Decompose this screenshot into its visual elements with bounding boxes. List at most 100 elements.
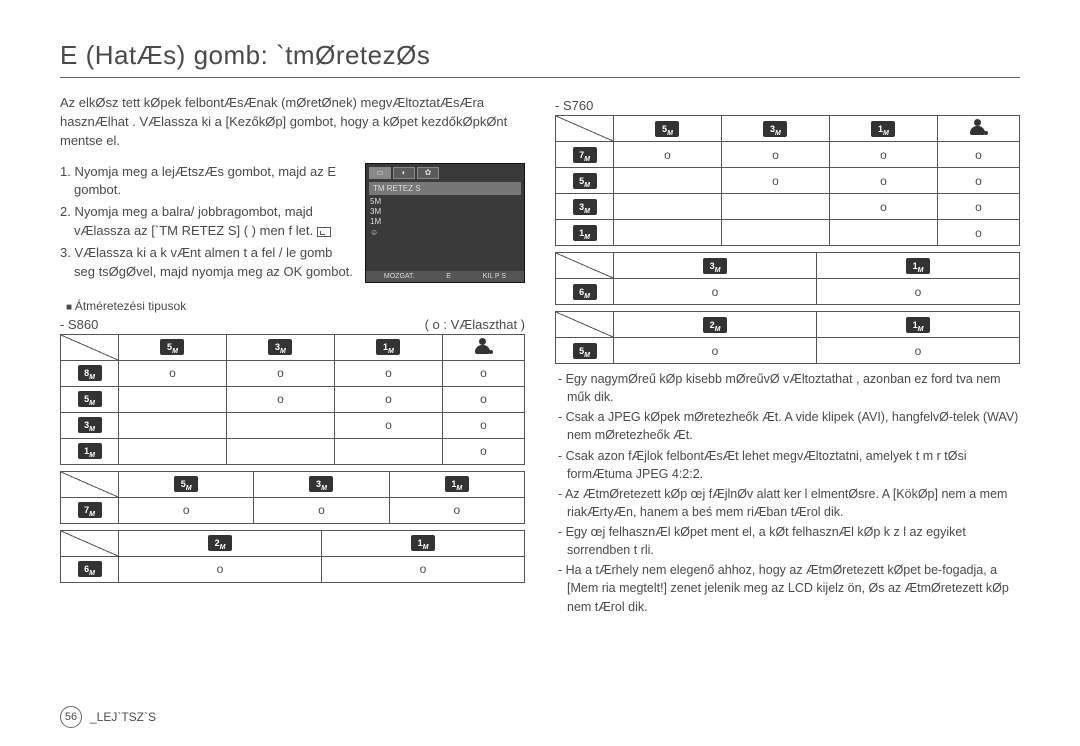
megapixel-badge: 3M — [78, 417, 102, 433]
model-s760-row: - S760 — [555, 98, 1020, 113]
table-cell: o — [614, 338, 817, 364]
megapixel-badge: 1M — [445, 476, 469, 492]
megapixel-badge: 3M — [763, 121, 787, 137]
lcd-footer-e: E — [446, 273, 451, 280]
table-cell: o — [442, 412, 524, 438]
table-cell: o — [817, 279, 1020, 305]
selectable-legend: ( o : VÆlaszthat ) — [425, 317, 525, 332]
table-cell — [721, 194, 829, 220]
table-cell: o — [254, 497, 389, 523]
table-cell — [226, 438, 334, 464]
step-1: 1. Nyomja meg a lejÆtszÆs gombot, majd a… — [60, 163, 355, 201]
lcd-menu-items: 5M 3M 1M ☺ — [366, 195, 524, 271]
note-item: - Csak a JPEG kØpek mØretezheők Æt. A vi… — [555, 408, 1020, 444]
megapixel-badge: 6M — [573, 284, 597, 300]
page-footer: 56 _LEJ`TSZ`S — [60, 706, 156, 728]
table-cell — [614, 194, 722, 220]
table-cell — [614, 168, 722, 194]
lcd-item: 1M — [370, 217, 520, 227]
footer-section: _LEJ`TSZ`S — [90, 710, 156, 724]
table-cell: o — [226, 360, 334, 386]
megapixel-badge: 7M — [573, 147, 597, 163]
table-cell: o — [334, 386, 442, 412]
megapixel-badge: 1M — [906, 317, 930, 333]
note-item: - Egy nagymØreű kØp kisebb mØreűvØ vÆlto… — [555, 370, 1020, 406]
lcd-menu-title: TM RETEZ S — [369, 182, 521, 195]
table-cell: o — [322, 556, 525, 582]
table-cell — [119, 438, 227, 464]
step-2-text: 2. Nyomja meg a balra/ jobbragombot, maj… — [60, 204, 313, 238]
lcd-footer: MOZGAT. E KIL P S — [366, 271, 524, 282]
note-item: - Az ÆtmØretezett kØp œj fÆjlnØv alatt k… — [555, 485, 1020, 521]
model-s760-label: - S760 — [555, 98, 593, 113]
table-cell: o — [119, 360, 227, 386]
resize-table: 5M3M1M7Mooo — [60, 471, 525, 524]
note-item: - Ha a tÆrhely nem elegenő ahhoz, hogy a… — [555, 561, 1020, 615]
table-cell: o — [614, 142, 722, 168]
table-cell — [721, 220, 829, 246]
table-cell: o — [389, 497, 524, 523]
step-2: 2. Nyomja meg a balra/ jobbragombot, maj… — [60, 203, 355, 241]
person-icon — [474, 338, 492, 354]
megapixel-badge: 1M — [376, 339, 400, 355]
table-cell: o — [937, 168, 1019, 194]
resize-table: 3M1M6Moo — [555, 252, 1020, 305]
table-cell — [119, 386, 227, 412]
s860-tables: 5M3M1M8Moooo5Mooo3Moo1Mo5M3M1M7Mooo2M1M6… — [60, 334, 525, 583]
megapixel-badge: 3M — [268, 339, 292, 355]
table-cell: o — [721, 168, 829, 194]
megapixel-badge: 5M — [174, 476, 198, 492]
notes-list: - Egy nagymØreű kØp kisebb mØreűvØ vÆlto… — [555, 370, 1020, 616]
megapixel-badge: 3M — [573, 199, 597, 215]
resize-types-label: Átméretezési tipusok — [66, 299, 525, 313]
table-cell: o — [829, 142, 937, 168]
resize-menu-icon — [317, 227, 331, 237]
content-columns: Az elkØsz tett kØpek felbontÆsÆnak (mØre… — [60, 94, 1020, 618]
megapixel-badge: 5M — [573, 173, 597, 189]
table-cell: o — [614, 279, 817, 305]
lcd-tabs: ▭ ◐ ✿ — [366, 164, 524, 182]
table-cell: o — [829, 168, 937, 194]
megapixel-badge: 2M — [208, 535, 232, 551]
lcd-item: 5M — [370, 197, 520, 207]
table-cell: o — [226, 386, 334, 412]
note-item: - Csak azon fÆjlok felbontÆsÆt lehet meg… — [555, 447, 1020, 483]
table-cell: o — [119, 556, 322, 582]
model-s860-label: - S860 — [60, 317, 98, 332]
right-column: - S760 5M3M1M7Moooo5Mooo3Moo1Mo3M1M6Moo2… — [555, 94, 1020, 618]
lcd-tab-icon: ▭ — [369, 167, 391, 179]
table-cell: o — [937, 194, 1019, 220]
megapixel-badge: 2M — [703, 317, 727, 333]
table-cell — [226, 412, 334, 438]
table-cell: o — [937, 142, 1019, 168]
megapixel-badge: 6M — [78, 561, 102, 577]
resize-table: 2M1M5Moo — [555, 311, 1020, 364]
megapixel-badge: 5M — [78, 391, 102, 407]
megapixel-badge: 5M — [160, 339, 184, 355]
step-3: 3. VÆlassza ki a k vÆnt almen t a fel / … — [60, 244, 355, 282]
table-cell — [614, 220, 722, 246]
megapixel-badge: 7M — [78, 502, 102, 518]
note-item: - Egy œj felhasznÆl kØpet ment el, a kØt… — [555, 523, 1020, 559]
megapixel-badge: 1M — [871, 121, 895, 137]
steps-list: 1. Nyomja meg a lejÆtszÆs gombot, majd a… — [60, 163, 355, 285]
table-cell: o — [334, 412, 442, 438]
megapixel-badge: 3M — [703, 258, 727, 274]
table-cell: o — [334, 360, 442, 386]
resize-table: 5M3M1M7Moooo5Mooo3Moo1Mo — [555, 115, 1020, 246]
resize-table: 5M3M1M8Moooo5Mooo3Moo1Mo — [60, 334, 525, 465]
table-cell: o — [442, 360, 524, 386]
table-cell — [119, 412, 227, 438]
table-cell: o — [442, 438, 524, 464]
page-title: E (HatÆs) gomb: `tmØretezØs — [60, 40, 1020, 78]
steps-wrap: 1. Nyomja meg a lejÆtszÆs gombot, majd a… — [60, 163, 525, 285]
megapixel-badge: 1M — [78, 443, 102, 459]
table-cell — [829, 220, 937, 246]
megapixel-badge: 5M — [655, 121, 679, 137]
left-column: Az elkØsz tett kØpek felbontÆsÆnak (mØre… — [60, 94, 525, 618]
s760-tables: 5M3M1M7Moooo5Mooo3Moo1Mo3M1M6Moo2M1M5Moo — [555, 115, 1020, 364]
resize-table: 2M1M6Moo — [60, 530, 525, 583]
table-cell: o — [119, 497, 254, 523]
page-number: 56 — [60, 706, 82, 728]
megapixel-badge: 8M — [78, 365, 102, 381]
